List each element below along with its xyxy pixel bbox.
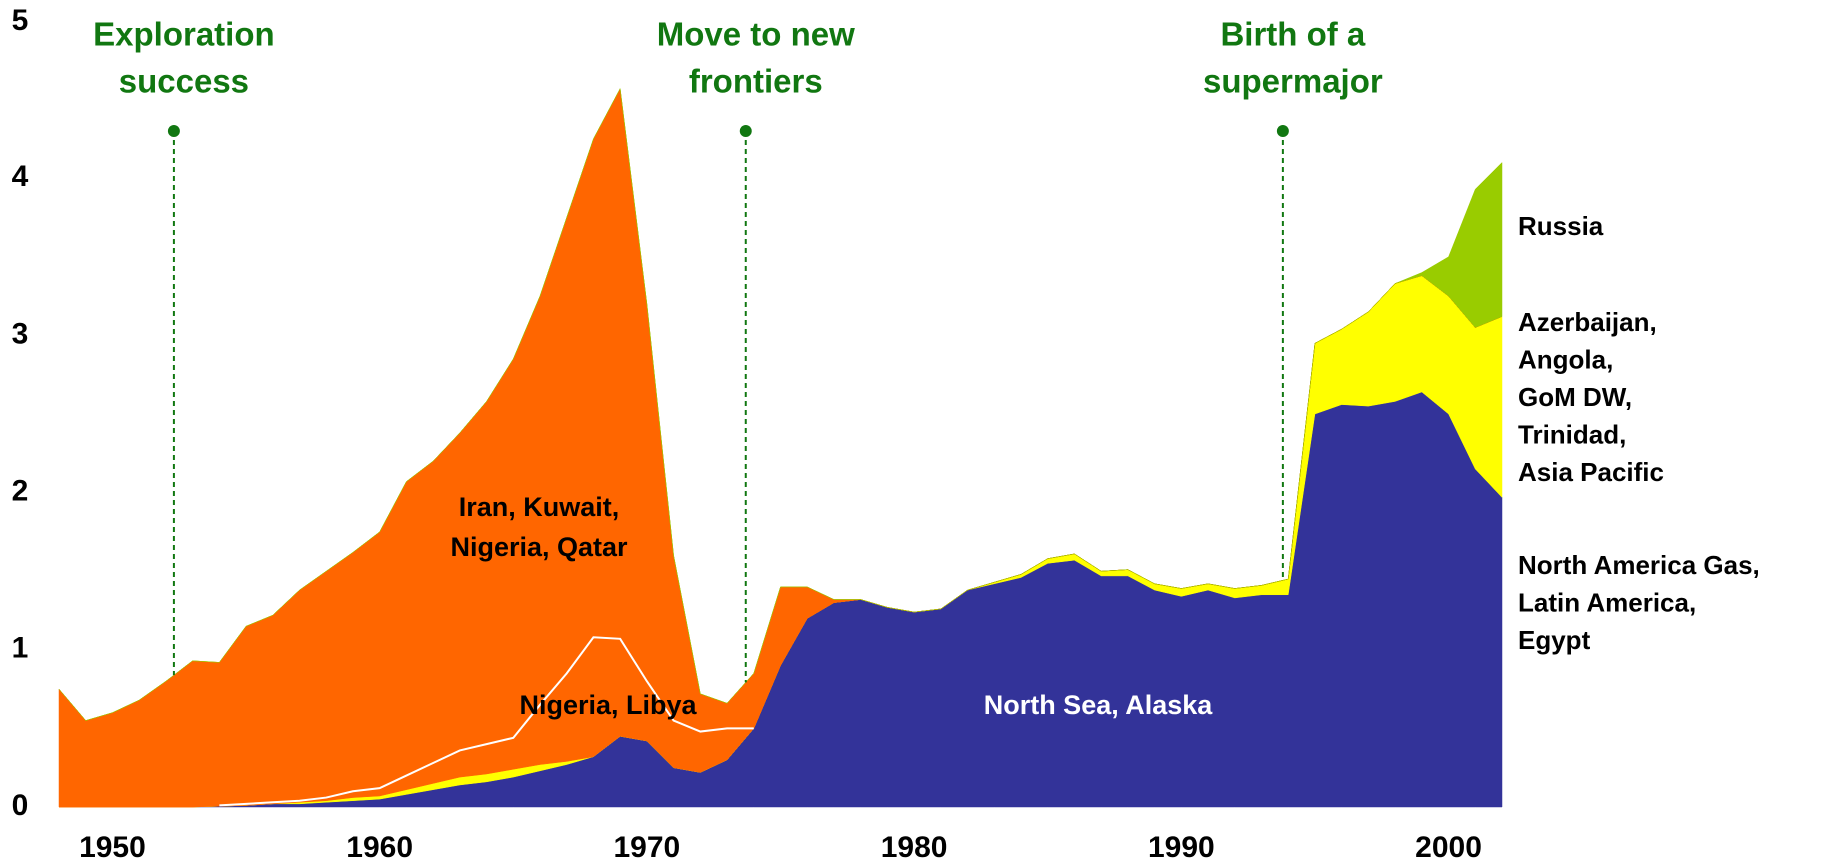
y-tick-label: 2 — [12, 475, 29, 508]
annotation-text: frontiers — [689, 63, 823, 100]
area-outline — [219, 636, 754, 807]
annotation-text: success — [119, 63, 249, 100]
area-label: Asia Pacific — [1518, 457, 1664, 487]
x-tick-label: 1980 — [881, 831, 948, 864]
annotation-text: Exploration — [93, 16, 275, 53]
area-label: Latin America, — [1518, 587, 1696, 617]
area-label: Iran, Kuwait, — [459, 492, 620, 522]
annotation-text: supermajor — [1203, 63, 1383, 100]
area-label: GoM DW, — [1518, 382, 1632, 412]
x-tick-label: 1950 — [79, 831, 146, 864]
area — [58, 87, 1503, 721]
area-label: Azerbaijan, — [1518, 307, 1657, 337]
area-label: Russia — [1518, 211, 1604, 241]
y-tick-label: 4 — [12, 160, 29, 193]
x-tick-label: 2000 — [1415, 831, 1482, 864]
area-label: Nigeria, Libya — [519, 690, 697, 720]
area-label: Angola, — [1518, 344, 1613, 374]
annotation-dot — [167, 125, 180, 137]
y-tick-label: 5 — [12, 4, 29, 37]
annotation-dot — [739, 125, 752, 137]
area-label: North Sea, Alaska — [984, 690, 1214, 720]
x-tick-label: 1990 — [1148, 831, 1215, 864]
annotation-text: Move to new — [657, 16, 855, 53]
area-label: North America Gas, — [1518, 550, 1760, 580]
annotation-dot — [1276, 125, 1289, 137]
x-tick-label: 1970 — [614, 831, 681, 864]
area-label: Egypt — [1518, 625, 1591, 655]
annotation-text: Birth of a — [1220, 16, 1365, 53]
y-tick-label: 1 — [12, 632, 29, 665]
y-tick-label: 0 — [12, 789, 29, 822]
area-label: Trinidad, — [1518, 419, 1626, 449]
y-tick-label: 3 — [12, 317, 29, 350]
area-label: Nigeria, Qatar — [450, 532, 628, 562]
x-tick-label: 1960 — [346, 831, 413, 864]
